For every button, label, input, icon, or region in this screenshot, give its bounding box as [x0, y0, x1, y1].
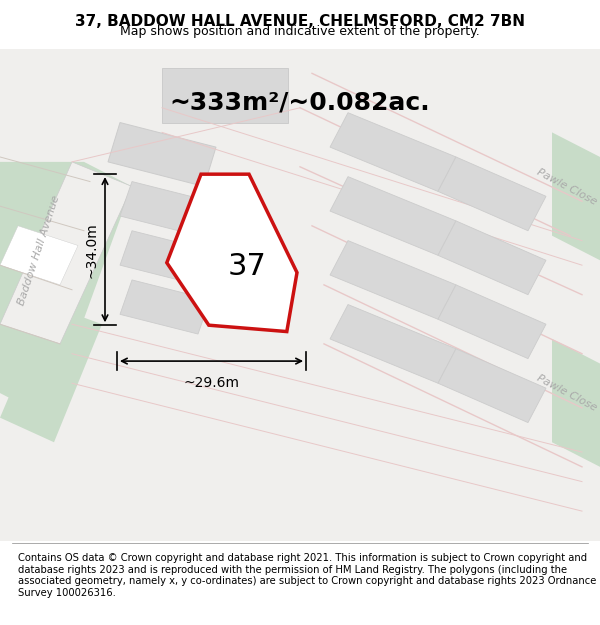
Polygon shape	[330, 241, 456, 319]
Polygon shape	[438, 221, 546, 294]
Text: 37: 37	[227, 252, 266, 281]
Polygon shape	[438, 285, 546, 359]
Polygon shape	[0, 162, 132, 344]
Polygon shape	[108, 122, 216, 186]
Polygon shape	[330, 112, 456, 191]
Text: ~29.6m: ~29.6m	[184, 376, 239, 390]
Polygon shape	[438, 349, 546, 423]
Text: ~333m²/~0.082ac.: ~333m²/~0.082ac.	[170, 91, 430, 115]
Polygon shape	[552, 132, 600, 260]
Text: Baddow Hall Avenue: Baddow Hall Avenue	[16, 194, 62, 307]
Text: Pawle Close: Pawle Close	[535, 166, 599, 206]
Text: Contains OS data © Crown copyright and database right 2021. This information is : Contains OS data © Crown copyright and d…	[18, 553, 596, 598]
Text: Pawle Close: Pawle Close	[535, 373, 599, 413]
Polygon shape	[120, 280, 210, 334]
Polygon shape	[0, 304, 102, 442]
Polygon shape	[162, 68, 288, 122]
Text: ~34.0m: ~34.0m	[85, 222, 99, 278]
Polygon shape	[438, 157, 546, 231]
Polygon shape	[120, 231, 210, 285]
Polygon shape	[167, 174, 297, 332]
Text: Map shows position and indicative extent of the property.: Map shows position and indicative extent…	[120, 25, 480, 38]
Polygon shape	[120, 181, 210, 236]
Polygon shape	[330, 177, 456, 256]
Polygon shape	[552, 339, 600, 467]
Text: 37, BADDOW HALL AVENUE, CHELMSFORD, CM2 7BN: 37, BADDOW HALL AVENUE, CHELMSFORD, CM2 …	[75, 14, 525, 29]
Polygon shape	[0, 162, 132, 418]
Polygon shape	[330, 304, 456, 383]
Polygon shape	[0, 226, 78, 285]
